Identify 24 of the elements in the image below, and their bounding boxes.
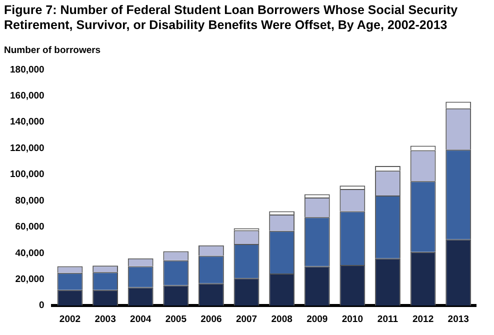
x-tick-label: 2007: [236, 314, 258, 325]
x-tick-label: 2004: [130, 314, 152, 325]
y-tick-label: 160,000: [10, 90, 44, 102]
x-tick-label: 2006: [200, 314, 222, 325]
x-tick-label: 2008: [271, 314, 292, 325]
y-tick-label: 100,000: [10, 169, 44, 180]
y-tick-label: 60,000: [15, 222, 44, 233]
y-tick-label: 120,000: [10, 142, 44, 154]
y-tick-label: 140,000: [10, 116, 44, 128]
x-tick-label: 2013: [448, 314, 469, 325]
x-tick-label: 2002: [59, 314, 81, 325]
x-tick-label: 2010: [342, 314, 364, 325]
chart-title: Figure 7: Number of Federal Student Loan Borrowers Whose Social Security Retirement, Survivor, or Disability Benefits Were Offset, By Age, 2002-2013: [4, 3, 459, 33]
y-tick-label: 0: [39, 300, 44, 312]
x-tick-label: 2005: [165, 314, 188, 325]
x-tick-label: 2003: [94, 314, 116, 325]
x-tick-label: 2009: [306, 314, 328, 325]
y-tick-label: 40,000: [15, 248, 44, 259]
y-tick-label: 180,000: [10, 64, 44, 76]
x-tick-label: 2012: [412, 314, 434, 325]
x-tick-label: 2011: [377, 314, 399, 325]
y-tick-label: 20,000: [15, 274, 44, 286]
y-axis-title: Number of borrowers: [4, 45, 101, 56]
y-tick-label: 80,000: [15, 195, 44, 206]
